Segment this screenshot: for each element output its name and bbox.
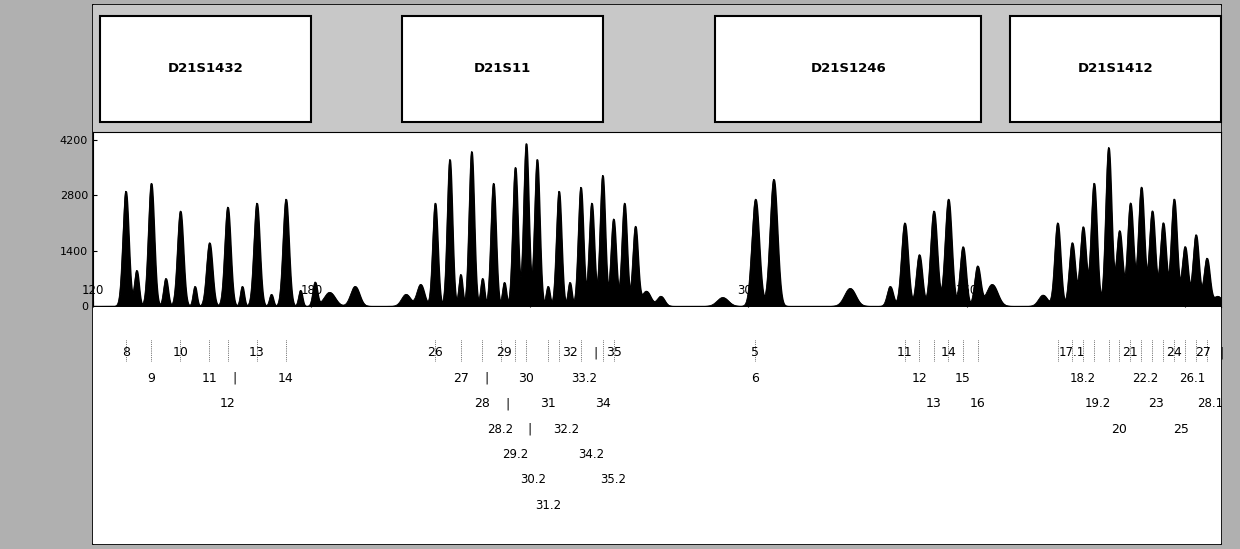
Text: |: | bbox=[506, 397, 510, 410]
Text: |: | bbox=[593, 346, 598, 360]
Text: 10: 10 bbox=[172, 346, 188, 360]
Text: 26.1: 26.1 bbox=[1179, 372, 1205, 385]
Text: 9: 9 bbox=[148, 372, 155, 385]
Text: 11: 11 bbox=[202, 372, 217, 385]
Text: 28.2: 28.2 bbox=[487, 423, 513, 436]
Text: 30: 30 bbox=[518, 372, 534, 385]
Text: 25: 25 bbox=[1173, 423, 1189, 436]
Text: 23: 23 bbox=[1148, 397, 1164, 410]
Text: 5: 5 bbox=[751, 346, 759, 360]
Text: 28: 28 bbox=[475, 397, 490, 410]
Text: |: | bbox=[233, 372, 237, 385]
Text: 13: 13 bbox=[249, 346, 264, 360]
Text: 8: 8 bbox=[122, 346, 130, 360]
Text: 35: 35 bbox=[605, 346, 621, 360]
Text: 16: 16 bbox=[970, 397, 986, 410]
Text: 32: 32 bbox=[562, 346, 578, 360]
Text: 29.2: 29.2 bbox=[502, 448, 528, 461]
Text: D21S1432: D21S1432 bbox=[167, 62, 244, 75]
Text: 17.1: 17.1 bbox=[1059, 346, 1085, 360]
Text: |: | bbox=[484, 372, 489, 385]
Text: |: | bbox=[1219, 346, 1224, 360]
Text: 26: 26 bbox=[428, 346, 443, 360]
Text: 27: 27 bbox=[453, 372, 469, 385]
Bar bbox=[100, 15, 311, 122]
Text: 22.2: 22.2 bbox=[1132, 372, 1158, 385]
Text: 18.2: 18.2 bbox=[1070, 372, 1096, 385]
Text: 24: 24 bbox=[1166, 346, 1182, 360]
Text: 11: 11 bbox=[897, 346, 913, 360]
Bar bbox=[403, 15, 603, 122]
Text: D21S1412: D21S1412 bbox=[1078, 62, 1153, 75]
Text: 28.1: 28.1 bbox=[1198, 397, 1224, 410]
Text: |: | bbox=[528, 423, 532, 436]
Text: 34.2: 34.2 bbox=[579, 448, 605, 461]
Text: 31: 31 bbox=[541, 397, 556, 410]
Bar bbox=[715, 15, 981, 122]
Text: 34: 34 bbox=[595, 397, 610, 410]
Text: 31.2: 31.2 bbox=[534, 499, 560, 512]
Text: 6: 6 bbox=[751, 372, 759, 385]
Bar bbox=[1011, 15, 1221, 122]
Text: 12: 12 bbox=[219, 397, 236, 410]
Text: 32.2: 32.2 bbox=[553, 423, 579, 436]
Text: 29: 29 bbox=[496, 346, 512, 360]
Text: 27: 27 bbox=[1195, 346, 1211, 360]
Text: D21S1246: D21S1246 bbox=[811, 62, 887, 75]
Text: 19.2: 19.2 bbox=[1085, 397, 1111, 410]
Text: 20: 20 bbox=[1111, 423, 1127, 436]
Text: 14: 14 bbox=[940, 346, 956, 360]
Text: 33.2: 33.2 bbox=[572, 372, 598, 385]
Text: 35.2: 35.2 bbox=[600, 473, 626, 486]
Text: 12: 12 bbox=[911, 372, 928, 385]
Text: 14: 14 bbox=[278, 372, 294, 385]
Text: 21: 21 bbox=[1122, 346, 1138, 360]
Text: 15: 15 bbox=[955, 372, 971, 385]
Text: D21S11: D21S11 bbox=[474, 62, 531, 75]
Text: 30.2: 30.2 bbox=[521, 473, 547, 486]
Text: 13: 13 bbox=[926, 397, 941, 410]
